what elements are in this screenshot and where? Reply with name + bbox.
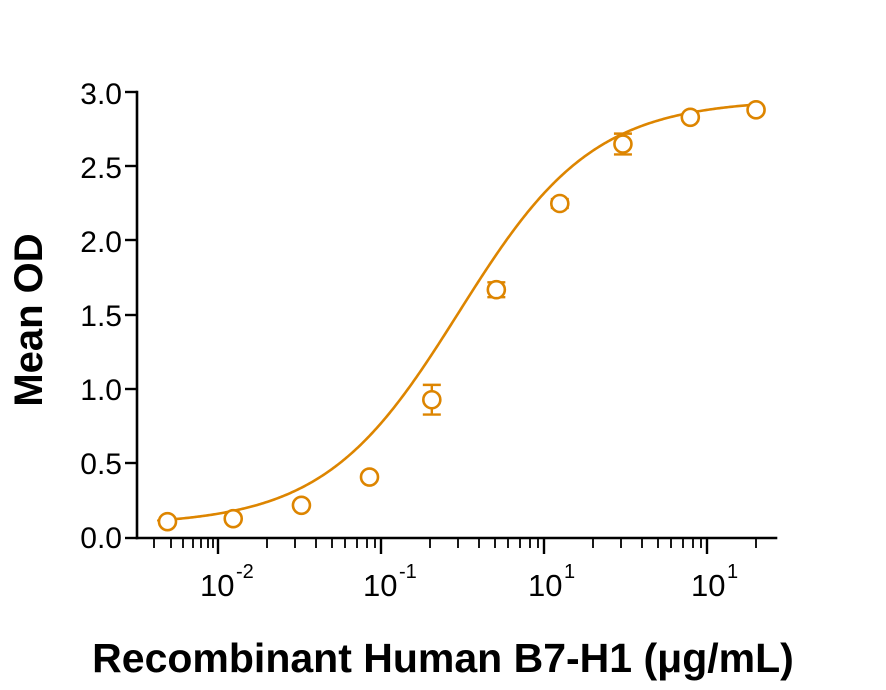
x-minor-ticks (153, 538, 757, 548)
y-tick-label-2-0: 2.0 (80, 226, 122, 259)
y-tick-label-1-5: 1.5 (80, 300, 122, 333)
data-point-marker (157, 511, 178, 532)
y-axis (125, 90, 139, 540)
data-point-markers-layer (157, 100, 766, 532)
y-tick-label-2-5: 2.5 (80, 152, 122, 185)
x-tick-label-1e-1: 10 -1 (363, 561, 417, 603)
y-axis-title: Mean OD (7, 233, 51, 406)
x-tick-label-1e1: 10 1 (691, 561, 738, 603)
x-tick-base-1e1: 10 (691, 568, 725, 603)
data-point-marker (422, 389, 442, 410)
x-tick-exponent-1e1: 1 (727, 561, 738, 583)
y-tick-label-0-0: 0.0 (80, 522, 122, 555)
y-tick-labels: 3.0 2.5 2.0 1.5 1.0 0.5 0.0 (80, 78, 122, 555)
y-tick-label-3-0: 3.0 (80, 78, 122, 111)
x-axis-title: Recombinant Human B7-H1 (μg/mL) (92, 635, 794, 681)
data-point-marker (223, 508, 244, 529)
data-point-marker (359, 467, 380, 487)
x-tick-base-1e0: 10 (528, 568, 562, 603)
x-tick-exponent-1e-2: -2 (236, 561, 254, 583)
x-tick-label-1e0: 10 1 (528, 561, 575, 603)
x-axis (135, 536, 778, 554)
x-tick-labels: 10 -2 10 -1 10 1 10 1 (200, 561, 738, 603)
y-tick-label-0-5: 0.5 (80, 448, 122, 481)
x-tick-label-1e-2: 10 -2 (200, 561, 254, 603)
data-point-marker (549, 193, 570, 214)
x-tick-base-1e-1: 10 (363, 568, 397, 603)
data-point-marker (680, 107, 701, 128)
x-tick-exponent-1e-1: -1 (399, 561, 417, 583)
data-point-marker (486, 279, 507, 300)
x-tick-exponent-1e0: 1 (564, 561, 575, 583)
data-point-marker (613, 134, 633, 154)
fitted-dose-response-curve (156, 102, 763, 522)
y-tick-label-1-0: 1.0 (80, 374, 122, 407)
error-bars-layer (158, 105, 766, 526)
x-tick-base-1e-2: 10 (200, 568, 234, 603)
data-point-marker (291, 495, 312, 516)
data-point-marker (746, 100, 766, 120)
